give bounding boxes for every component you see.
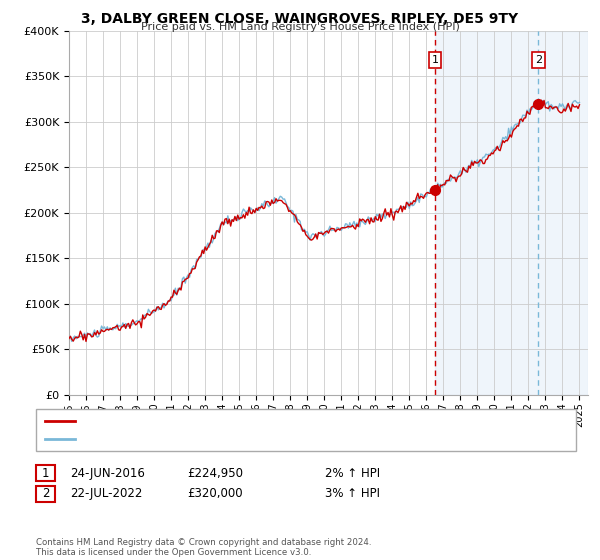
Text: 3% ↑ HPI: 3% ↑ HPI: [325, 487, 380, 501]
Text: 3, DALBY GREEN CLOSE, WAINGROVES, RIPLEY, DE5 9TY: 3, DALBY GREEN CLOSE, WAINGROVES, RIPLEY…: [82, 12, 518, 26]
Text: 2: 2: [535, 55, 542, 65]
Text: 2% ↑ HPI: 2% ↑ HPI: [325, 466, 380, 480]
Text: £320,000: £320,000: [187, 487, 243, 501]
Text: 22-JUL-2022: 22-JUL-2022: [70, 487, 143, 501]
Text: Contains HM Land Registry data © Crown copyright and database right 2024.
This d: Contains HM Land Registry data © Crown c…: [36, 538, 371, 557]
Text: 1: 1: [431, 55, 439, 65]
Text: HPI: Average price, detached house, Amber Valley: HPI: Average price, detached house, Ambe…: [81, 434, 343, 444]
Text: 3, DALBY GREEN CLOSE, WAINGROVES, RIPLEY, DE5 9TY (detached house): 3, DALBY GREEN CLOSE, WAINGROVES, RIPLEY…: [81, 416, 469, 426]
Text: 2: 2: [42, 487, 49, 501]
Text: £224,950: £224,950: [187, 466, 243, 480]
Text: 1: 1: [42, 466, 49, 480]
Text: 24-JUN-2016: 24-JUN-2016: [70, 466, 145, 480]
Text: Price paid vs. HM Land Registry's House Price Index (HPI): Price paid vs. HM Land Registry's House …: [140, 22, 460, 32]
Bar: [435, 31, 588, 395]
